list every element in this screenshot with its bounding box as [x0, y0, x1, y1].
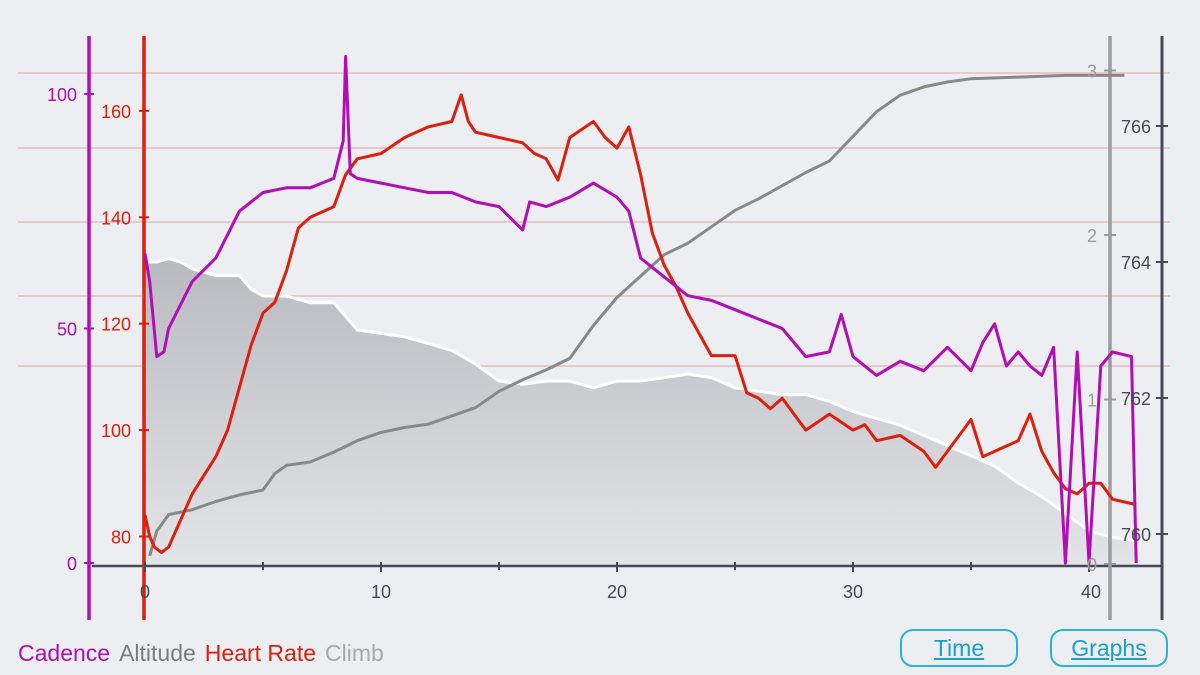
heart-rate-line [143, 93, 1137, 554]
climb-tick-label: 2 [1087, 226, 1097, 246]
legend: Cadence Altitude Heart Rate Climb [18, 640, 384, 667]
altitude-area [145, 258, 1137, 565]
heart-rate-tick-label: 80 [111, 528, 131, 548]
graphs-button[interactable]: Graphs [1050, 629, 1168, 667]
heart-rate-tick-label: 140 [101, 208, 131, 228]
climb-series [148, 73, 1125, 557]
altitude-tick-label: 762 [1121, 389, 1151, 409]
heart-rate-tick-label: 100 [101, 421, 131, 441]
altitude-line [145, 257, 1137, 543]
cadence-line [143, 55, 1138, 565]
legend-heart-rate[interactable]: Heart Rate [204, 640, 317, 666]
legend-altitude[interactable]: Altitude [119, 640, 196, 666]
heart-rate-tick-label: 120 [101, 315, 131, 335]
heart-rate-tick-label: 160 [101, 102, 131, 122]
climb-tick-label: 0 [1087, 555, 1097, 575]
heart-rate-series [143, 93, 1137, 554]
legend-climb[interactable]: Climb [325, 640, 384, 666]
cadence-tick-label: 0 [67, 554, 77, 574]
altitude-tick-label: 760 [1121, 525, 1151, 545]
cadence-tick-label: 50 [57, 320, 77, 340]
x-tick-label: 10 [371, 582, 391, 602]
cadence-series [143, 55, 1138, 565]
altitude-tick-label: 764 [1121, 253, 1151, 273]
climb-tick-label: 3 [1087, 62, 1097, 82]
tick-labels: 0 10 20 30 40 0 50 100 80 100 120 140 160 0 1 2 3 760 762 7… [47, 62, 1168, 602]
altitude-tick-label: 766 [1121, 117, 1151, 137]
climb-tick-label: 1 [1087, 391, 1097, 411]
altitude-series [145, 257, 1137, 565]
climb-line [148, 73, 1125, 557]
time-button[interactable]: Time [900, 629, 1018, 667]
x-tick-label: 0 [140, 582, 150, 602]
x-tick-label: 20 [607, 582, 627, 602]
x-tick-label: 40 [1081, 582, 1101, 602]
x-tick-label: 30 [843, 582, 863, 602]
axes [87, 36, 1164, 620]
cadence-tick-label: 100 [47, 85, 77, 105]
legend-cadence[interactable]: Cadence [18, 640, 111, 666]
